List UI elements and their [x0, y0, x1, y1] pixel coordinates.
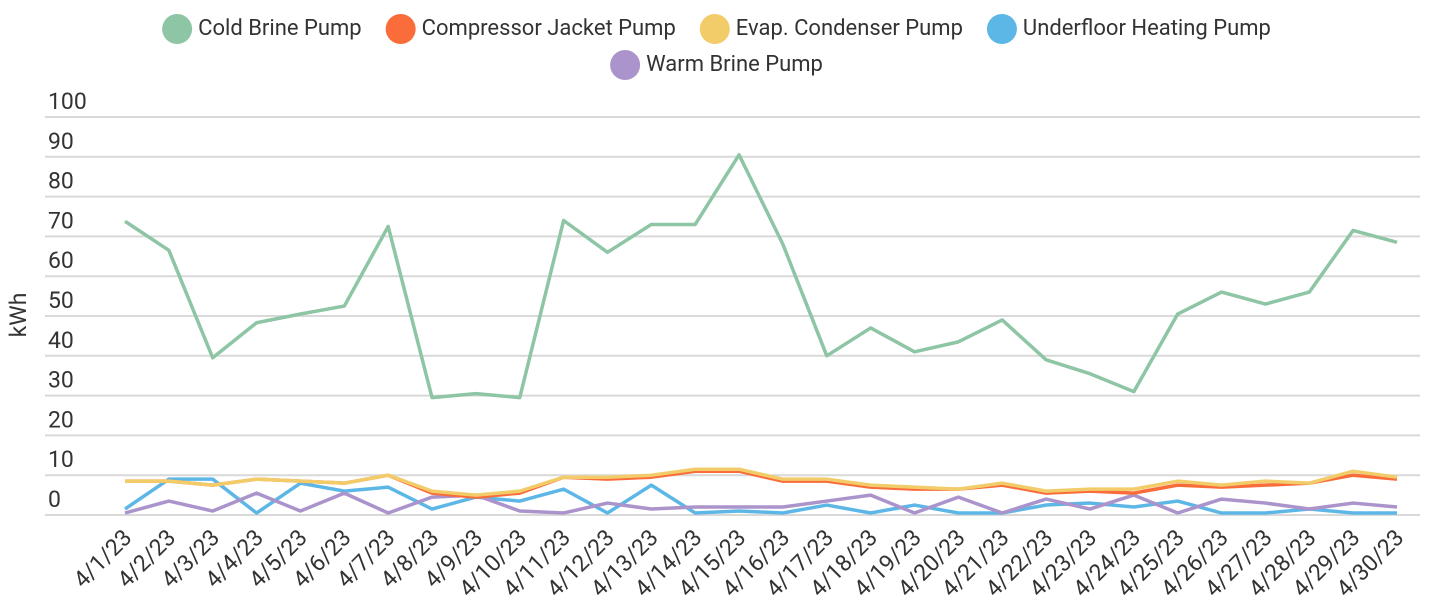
series-line	[124, 153, 1398, 400]
y-tick-label: 20	[48, 406, 74, 433]
y-tick-label: 10	[48, 446, 74, 473]
series-line	[124, 491, 1398, 515]
legend-label: Warm Brine Pump	[646, 52, 823, 77]
y-tick-label: 50	[48, 287, 74, 314]
legend-marker	[986, 14, 1017, 44]
y-tick-label: 60	[48, 247, 74, 274]
legend-label: Underfloor Heating Pump	[1023, 16, 1271, 41]
legend-label: Compressor Jacket Pump	[422, 16, 676, 41]
series-line	[125, 467, 1398, 497]
legend-label: Evap. Condenser Pump	[736, 16, 963, 41]
y-axis-label: kWh	[5, 293, 32, 338]
y-tick-label: 100	[48, 88, 87, 115]
legend-label: Cold Brine Pump	[198, 16, 362, 41]
legend-item: Cold Brine Pump	[162, 14, 362, 44]
y-tick-label: 90	[48, 128, 74, 155]
y-tick-label: 80	[48, 168, 74, 195]
series-line	[124, 477, 1397, 515]
y-tick-label: 30	[48, 367, 74, 394]
legend-item: Evap. Condenser Pump	[699, 14, 963, 44]
legend-item: Underfloor Heating Pump	[986, 14, 1271, 44]
legend-marker	[610, 50, 641, 80]
legend-item: Compressor Jacket Pump	[385, 14, 676, 44]
y-tick-label: 0	[48, 486, 61, 513]
legend-marker	[385, 14, 416, 44]
legend-marker	[162, 14, 193, 44]
legend-item: Warm Brine Pump	[610, 50, 823, 80]
legend-marker	[699, 14, 730, 44]
y-tick-label: 40	[48, 327, 74, 354]
y-tick-label: 70	[48, 207, 74, 234]
